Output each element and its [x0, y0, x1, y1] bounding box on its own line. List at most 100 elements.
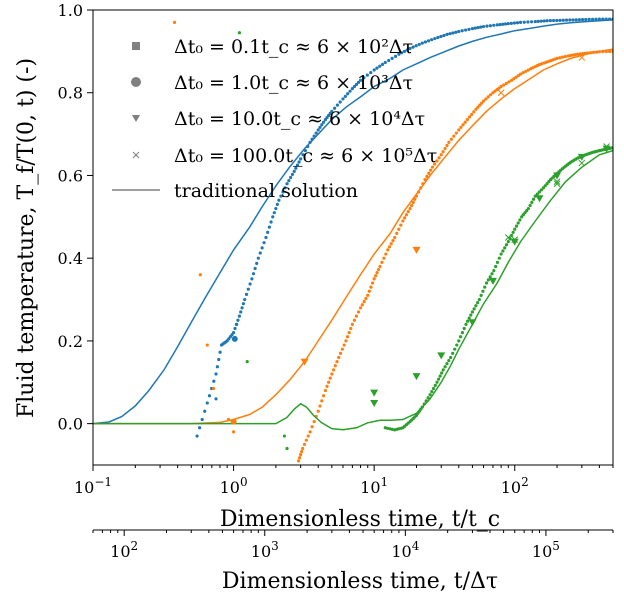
- data-point-blue: [308, 140, 312, 144]
- data-point-orange: [306, 434, 310, 438]
- data-point-green: [553, 180, 561, 188]
- data-point-green: [465, 319, 470, 323]
- data-point-green: [413, 415, 417, 419]
- secondary-x-tick-label: 105: [532, 539, 560, 561]
- data-point-orange: [573, 53, 577, 57]
- data-point-blue: [243, 297, 247, 302]
- data-point-orange: [366, 293, 370, 298]
- data-point-blue: [283, 186, 287, 190]
- data-point-orange: [504, 81, 508, 86]
- data-point-orange: [304, 438, 308, 442]
- data-point-green: [468, 319, 477, 327]
- data-point-green: [504, 234, 512, 241]
- data-point-green: [506, 240, 510, 244]
- data-point-blue: [426, 39, 431, 43]
- data-point-orange: [516, 74, 520, 78]
- y-tick-label: 0.8: [58, 84, 83, 103]
- data-point-orange: [308, 430, 312, 434]
- data-point-blue: [346, 92, 350, 96]
- data-point-green: [441, 368, 445, 372]
- plot-frame: [92, 9, 614, 466]
- data-point-green: [419, 407, 423, 411]
- data-point-green: [531, 197, 536, 201]
- data-point-orange: [198, 273, 202, 277]
- data-point-green: [237, 31, 241, 35]
- data-point-blue: [464, 28, 468, 32]
- data-point-blue: [604, 17, 608, 21]
- legend-label: Δt₀ = 0.1t_c ≈ 6 × 10²Δτ: [174, 36, 413, 58]
- y-tick-label: 0.2: [58, 332, 83, 351]
- data-point-blue: [587, 17, 591, 22]
- data-point-blue: [348, 89, 352, 93]
- y-axis: 1.0 0.8 0.6 0.4 0.2 0.0: [58, 1, 93, 434]
- data-point-orange: [576, 52, 580, 56]
- data-point-orange: [172, 20, 177, 25]
- data-point-blue: [250, 277, 254, 281]
- data-point-orange: [323, 388, 328, 393]
- data-point-orange: [358, 306, 363, 310]
- data-point-blue: [266, 230, 270, 234]
- data-point-blue: [369, 70, 373, 75]
- data-point-green: [495, 260, 500, 264]
- data-point-blue: [271, 215, 275, 219]
- data-point-blue: [414, 44, 418, 48]
- data-point-blue: [518, 20, 523, 25]
- data-point-orange: [231, 430, 236, 434]
- data-point-orange: [521, 71, 525, 75]
- data-point-blue: [218, 350, 222, 354]
- data-point-blue: [555, 18, 559, 23]
- y-tick-label: 0.4: [58, 249, 83, 268]
- data-point-green: [399, 426, 403, 430]
- data-point-orange: [364, 296, 368, 301]
- data-point-blue: [430, 38, 434, 42]
- data-point-orange: [597, 50, 601, 54]
- data-point-blue: [297, 160, 301, 164]
- data-point-blue: [275, 202, 279, 207]
- data-point-green: [574, 157, 578, 161]
- data-point-orange: [445, 143, 449, 148]
- data-point-green: [484, 281, 489, 285]
- data-point-blue: [312, 134, 316, 138]
- data-point-green: [578, 159, 586, 167]
- data-point-blue: [467, 27, 471, 31]
- data-point-blue: [448, 32, 452, 36]
- data-point-orange: [325, 384, 329, 389]
- data-point-blue: [231, 335, 238, 342]
- data-point-green: [483, 285, 487, 289]
- data-point-green: [440, 371, 444, 375]
- data-point-orange: [403, 216, 407, 220]
- data-point-green: [412, 373, 421, 381]
- data-point-green: [516, 221, 520, 225]
- data-point-orange: [312, 419, 316, 424]
- data-point-orange: [427, 171, 431, 175]
- data-point-orange: [399, 223, 403, 227]
- legend-item: Δt₀ = 1.0t_c ≈ 6 × 10³Δτ: [131, 72, 413, 94]
- data-point-blue: [558, 18, 562, 22]
- data-point-blue: [390, 56, 394, 60]
- data-point-green: [462, 326, 466, 331]
- data-point-orange: [465, 118, 469, 122]
- data-point-green: [609, 146, 613, 150]
- data-point-orange: [356, 310, 361, 314]
- data-point-orange: [382, 256, 386, 260]
- data-point-orange: [370, 281, 375, 285]
- data-point-orange: [441, 150, 445, 154]
- data-point-blue: [580, 18, 585, 22]
- data-point-orange: [472, 110, 476, 114]
- data-point-green: [477, 297, 481, 302]
- y-tick-label: 0.0: [58, 415, 83, 434]
- data-point-orange: [433, 162, 437, 166]
- data-point-orange: [480, 101, 484, 105]
- data-point-orange: [408, 206, 412, 211]
- x-axis-label: Dimensionless time, t/t_c: [220, 507, 500, 532]
- data-point-orange: [211, 386, 216, 391]
- data-point-blue: [597, 17, 601, 21]
- data-point-blue: [237, 314, 241, 318]
- legend-label: Δt₀ = 100.0t_c ≈ 6 × 10⁵Δτ: [174, 145, 437, 167]
- data-point-blue: [433, 36, 437, 41]
- data-point-orange: [425, 174, 429, 179]
- data-point-green: [514, 224, 519, 228]
- data-point-orange: [588, 51, 593, 55]
- data-point-orange: [413, 197, 417, 201]
- data-point-orange: [510, 78, 514, 82]
